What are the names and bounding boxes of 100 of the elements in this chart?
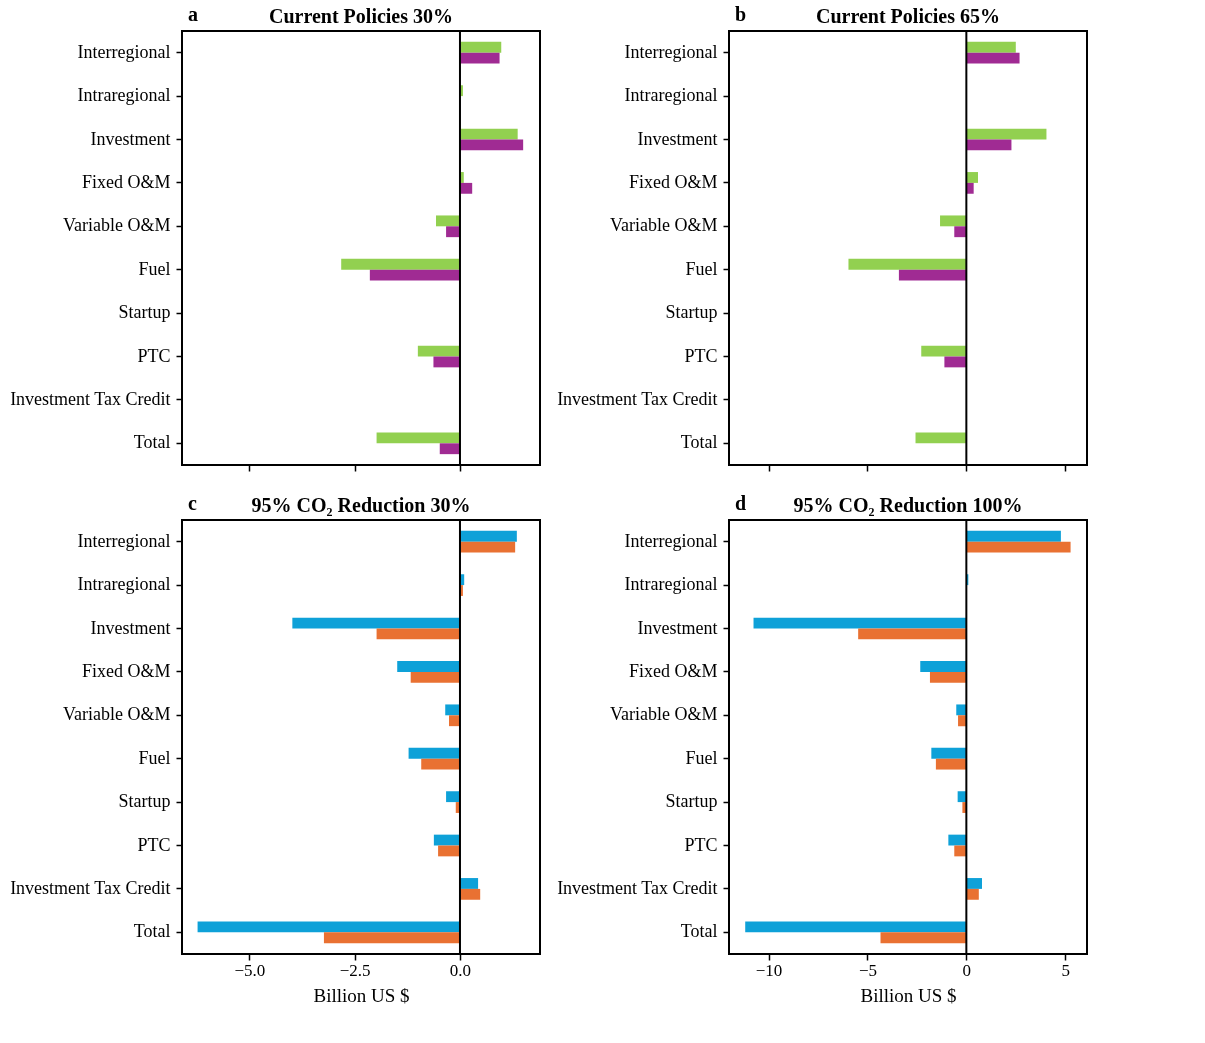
bar xyxy=(880,932,967,944)
y-tick-label: Investment xyxy=(637,128,718,149)
x-tick-label: −2.5 xyxy=(339,960,371,980)
y-tick-label: Total xyxy=(133,921,171,942)
bar xyxy=(954,226,967,238)
bar xyxy=(459,52,500,64)
y-tick-label: Interregional xyxy=(77,41,171,62)
bar xyxy=(940,215,967,227)
y-tick-label: Fuel xyxy=(138,258,171,279)
bar xyxy=(421,758,460,770)
bar xyxy=(408,747,460,759)
bar xyxy=(397,661,460,672)
bar xyxy=(966,530,1061,542)
bar xyxy=(197,921,460,933)
x-tick-label: 0 xyxy=(962,960,972,980)
y-tick-label: Investment Tax Credit xyxy=(557,877,718,898)
y-tick-label: Fixed O&M xyxy=(628,171,718,192)
y-tick-label: Investment xyxy=(637,617,718,638)
y-tick-label: Variable O&M xyxy=(610,704,718,725)
chart-title: 95% CO₂ Reduction 100% xyxy=(793,494,1023,516)
y-tick-label: Fixed O&M xyxy=(81,660,171,681)
bar xyxy=(966,128,1047,140)
bar xyxy=(920,661,967,672)
bar xyxy=(369,269,460,281)
bar xyxy=(935,758,967,770)
bar xyxy=(459,878,479,889)
x-tick-label: 5 xyxy=(1061,960,1070,980)
y-tick-label: Investment Tax Credit xyxy=(10,388,171,409)
y-tick-label: Intraregional xyxy=(77,85,171,106)
y-tick-label: Interregional xyxy=(624,41,718,62)
bar xyxy=(966,888,979,900)
bar xyxy=(446,791,460,803)
y-tick-label: PTC xyxy=(684,345,718,366)
chart-title: Current Policies 30% xyxy=(268,5,454,27)
bar xyxy=(745,921,967,933)
x-tick-label: −5 xyxy=(858,960,877,980)
y-tick-label: PTC xyxy=(137,345,171,366)
bar xyxy=(376,628,460,640)
bar xyxy=(966,139,1012,151)
bar xyxy=(898,269,967,281)
bar xyxy=(966,878,982,889)
x-axis-title: Billion US $ xyxy=(313,984,410,1006)
bar xyxy=(931,747,967,759)
bar xyxy=(459,139,524,151)
x-tick-label: 0.0 xyxy=(449,960,472,980)
y-tick-label: Investment Tax Credit xyxy=(557,388,718,409)
bar xyxy=(459,530,517,542)
bar xyxy=(948,834,967,846)
bar xyxy=(445,704,460,716)
x-tick-label: −5.0 xyxy=(234,960,266,980)
y-tick-label: Intraregional xyxy=(77,574,171,595)
y-tick-label: Fuel xyxy=(685,258,718,279)
y-tick-label: Fuel xyxy=(685,747,718,768)
y-tick-label: Intraregional xyxy=(624,85,718,106)
x-axis-title: Billion US $ xyxy=(860,984,957,1006)
bar xyxy=(966,52,1020,64)
bar xyxy=(966,41,1016,53)
x-tick-label: −10 xyxy=(755,960,783,980)
bar xyxy=(292,617,460,629)
y-tick-label: Investment xyxy=(90,617,171,638)
bar xyxy=(459,888,481,900)
y-tick-label: Variable O&M xyxy=(63,215,171,236)
y-tick-label: Variable O&M xyxy=(63,704,171,725)
bar xyxy=(459,41,502,53)
bar xyxy=(417,345,460,357)
y-tick-label: Startup xyxy=(118,791,171,812)
text: d xyxy=(735,492,747,514)
bar xyxy=(446,226,460,238)
bar xyxy=(410,671,460,683)
text: a xyxy=(188,3,198,25)
y-tick-label: Total xyxy=(133,432,171,453)
bar xyxy=(323,932,460,944)
y-tick-label: Investment xyxy=(90,128,171,149)
bar xyxy=(459,182,473,194)
bar xyxy=(753,617,967,629)
bar xyxy=(433,356,460,368)
text: b xyxy=(735,3,747,25)
y-tick-label: Interregional xyxy=(624,530,718,551)
bar xyxy=(858,628,967,640)
y-tick-label: Interregional xyxy=(77,530,171,551)
y-tick-label: PTC xyxy=(684,834,718,855)
bar xyxy=(966,541,1071,553)
chart-title: Current Policies 65% xyxy=(815,5,1001,27)
y-tick-label: Variable O&M xyxy=(610,215,718,236)
bar xyxy=(929,671,967,683)
y-tick-label: Fixed O&M xyxy=(628,660,718,681)
y-tick-label: Startup xyxy=(665,791,718,812)
y-tick-label: Total xyxy=(680,921,718,942)
bar xyxy=(848,258,967,270)
bar xyxy=(459,541,516,553)
y-tick-label: PTC xyxy=(137,834,171,855)
bar xyxy=(435,215,460,227)
y-tick-label: Fuel xyxy=(138,747,171,768)
y-tick-label: Total xyxy=(680,432,718,453)
y-tick-label: Intraregional xyxy=(624,574,718,595)
bar xyxy=(915,432,967,444)
bar xyxy=(433,834,460,846)
chart-title: 95% CO₂ Reduction 30% xyxy=(251,494,471,516)
y-tick-label: Investment Tax Credit xyxy=(10,877,171,898)
bar xyxy=(921,345,967,357)
